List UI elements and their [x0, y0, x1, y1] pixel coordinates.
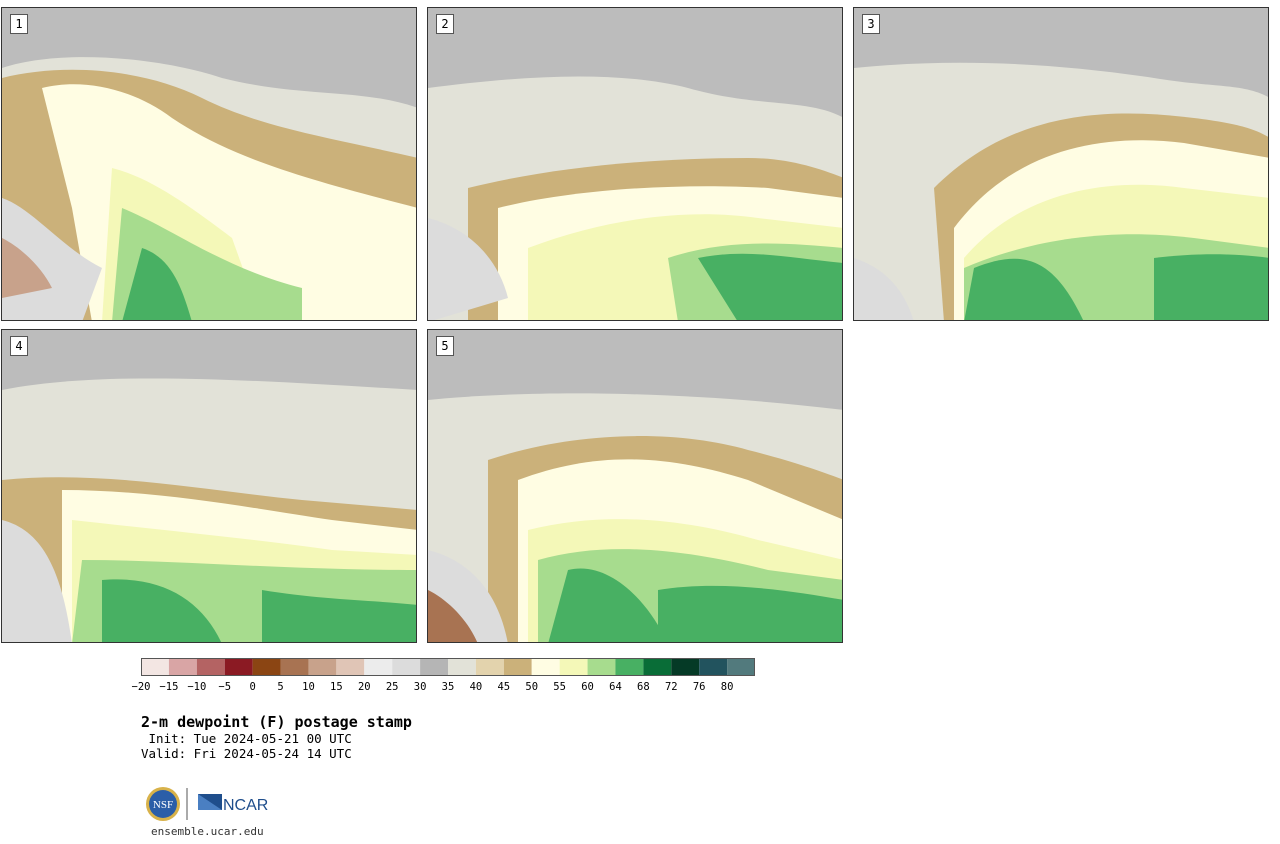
member-label: 3: [862, 14, 880, 34]
title-block: 2-m dewpoint (F) postage stamp Init: Tue…: [141, 713, 412, 761]
member-label: 5: [436, 336, 454, 356]
colorbar-segment: [224, 658, 253, 676]
colorbar-tick-label: 40: [469, 681, 483, 693]
colorbar-segment: [643, 658, 672, 676]
logo-block: NSF NCAR: [145, 786, 275, 826]
member-label: 4: [10, 336, 28, 356]
colorbar: [141, 658, 755, 681]
colorbar-tick-label: 30: [413, 681, 427, 693]
colorbar-segment: [531, 658, 560, 676]
nsf-logo: NSF: [146, 787, 180, 821]
colorbar-segment: [252, 658, 281, 676]
ncar-logo: NCAR: [198, 794, 268, 814]
colorbar-tick-label: −5: [218, 681, 232, 693]
colorbar-segment: [699, 658, 728, 676]
colorbar-segment: [475, 658, 504, 676]
colorbar-ticks: −20 −15 −10 −5 0 5 10 15 20 25 30 35 40 45 50 55 60 64 68 7…: [132, 681, 761, 695]
svg-text:NSF: NSF: [153, 799, 173, 811]
colorbar-segment: [448, 658, 476, 676]
colorbar-tick-label: 60: [581, 681, 594, 693]
colorbar-segment: [364, 658, 393, 676]
colorbar-border: [141, 658, 755, 676]
colorbar-tick-label: 5: [277, 681, 284, 693]
colorbar-segment: [141, 658, 169, 676]
colorbar-tick-label: 80: [720, 681, 734, 693]
svg-text:NCAR: NCAR: [223, 797, 268, 814]
colorbar-tick-label: −20: [131, 681, 151, 693]
site-url[interactable]: ensemble.ucar.edu: [151, 825, 264, 838]
colorbar-tick-label: 55: [553, 681, 566, 693]
colorbar-tick-label: 64: [609, 681, 622, 693]
map-panel-2[interactable]: 2: [427, 7, 843, 321]
member-label: 2: [436, 14, 454, 34]
colorbar-tick-label: 72: [664, 681, 678, 693]
colorbar-segment: [559, 658, 588, 676]
colorbar-segment: [615, 658, 644, 676]
colorbar-tick-label: 20: [357, 681, 371, 693]
colorbar-segment: [587, 658, 616, 676]
colorbar-segment: [503, 658, 532, 676]
colorbar-tick-label: 0: [249, 681, 256, 693]
colorbar-tick-label: −15: [159, 681, 179, 693]
colorbar-tick-label: 35: [441, 681, 455, 693]
colorbar-segment: [196, 658, 225, 676]
colorbar-tick-label: 25: [385, 681, 399, 693]
colorbar-tick-label: 45: [497, 681, 511, 693]
colorbar-tick-label: 15: [330, 681, 343, 693]
colorbar-segment: [168, 658, 197, 676]
colorbar-tick-label: 76: [692, 681, 706, 693]
colorbar-segment: [280, 658, 309, 676]
colorbar-tick-label: −10: [187, 681, 207, 693]
valid-time: Valid: Fri 2024-05-24 14 UTC: [141, 746, 352, 761]
colorbar-tick-label: 68: [637, 681, 650, 693]
colorbar-segment: [392, 658, 421, 676]
colorbar-segment: [727, 658, 755, 676]
colorbar-segment: [336, 658, 365, 676]
map-panel-5[interactable]: 5: [427, 329, 843, 643]
chart-title: 2-m dewpoint (F) postage stamp: [141, 713, 412, 731]
colorbar-segment: [671, 658, 700, 676]
colorbar-segment: [308, 658, 337, 676]
map-panel-3[interactable]: 3: [853, 7, 1269, 321]
map-panel-1[interactable]: 1: [1, 7, 417, 321]
colorbar-segment: [420, 658, 448, 676]
colorbar-tick-label: 50: [525, 681, 539, 693]
member-label: 1: [10, 14, 28, 34]
map-panel-4[interactable]: 4: [1, 329, 417, 643]
init-time: Init: Tue 2024-05-21 00 UTC: [141, 731, 352, 746]
colorbar-tick-label: 10: [302, 681, 315, 693]
